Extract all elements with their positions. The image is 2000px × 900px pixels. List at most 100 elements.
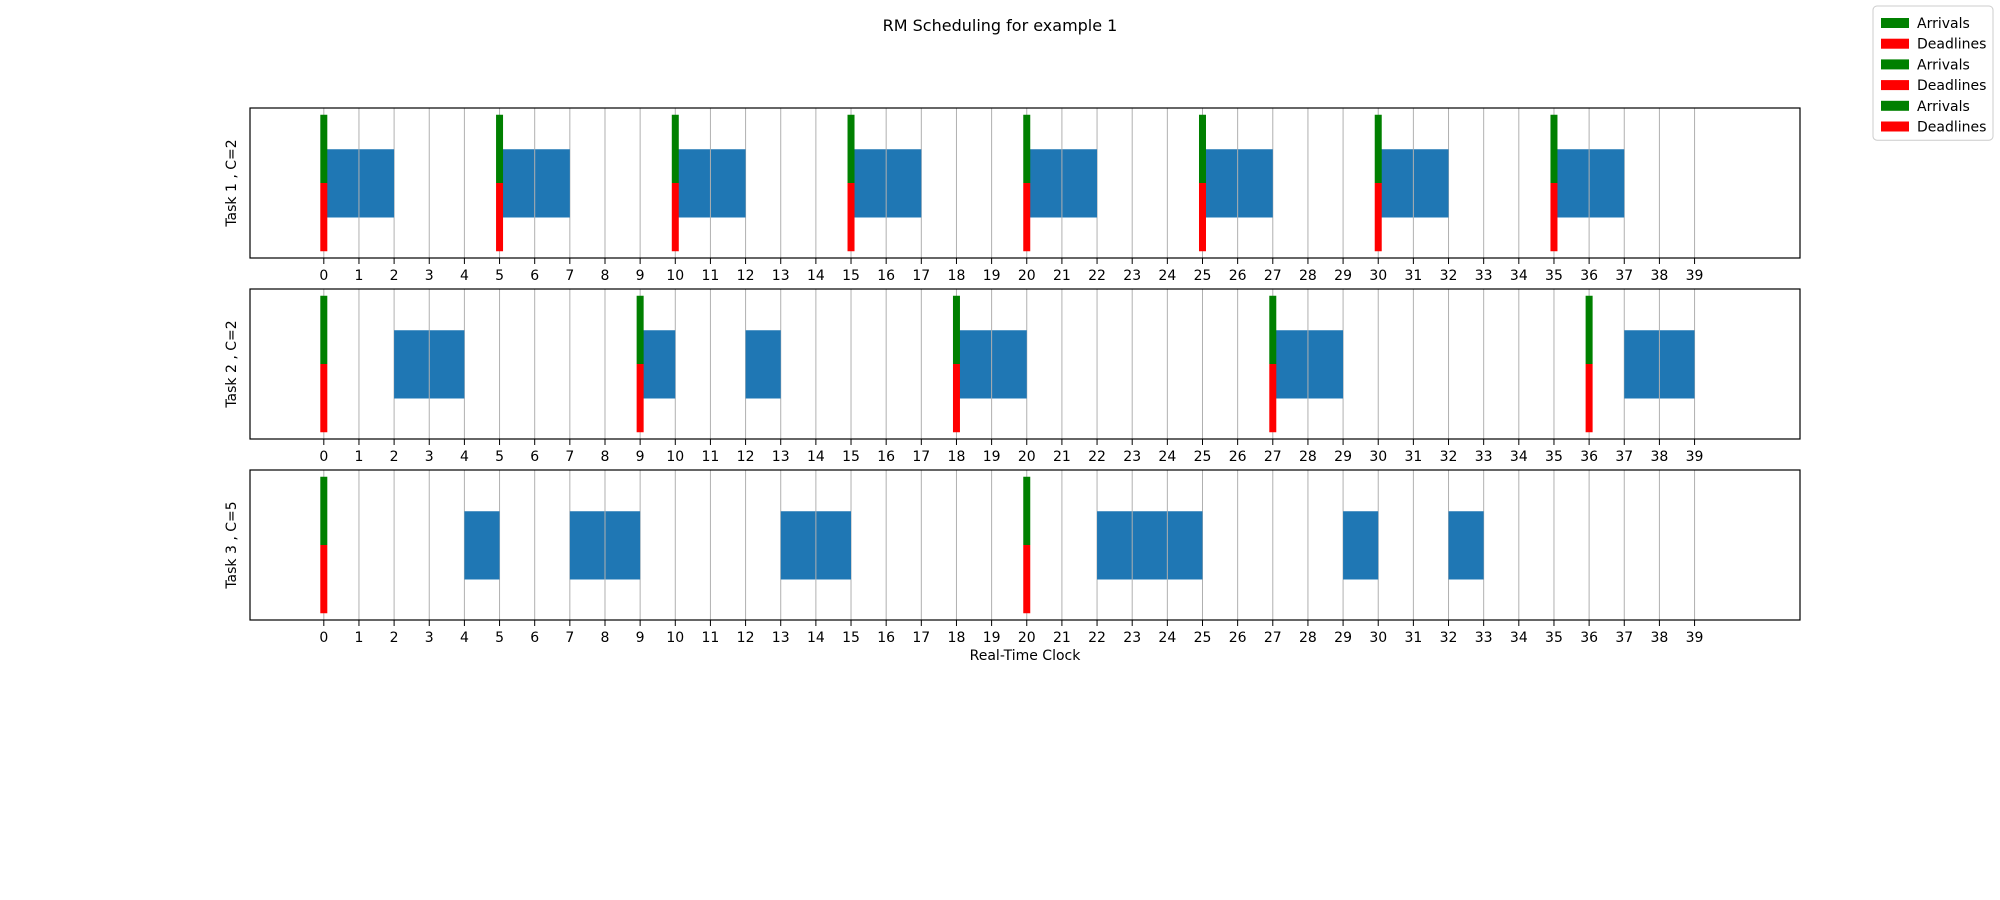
deadline-marker	[636, 364, 644, 433]
task-panels: 0 1 2 3 4 5 6 7 8 9 10 11 12 13 14 15 16 17 18 19 20 21 22 23 24…	[224, 107, 1801, 646]
x-tick-label: 37	[1615, 449, 1633, 465]
execution-bar	[745, 330, 781, 399]
x-tick-label: 35	[1545, 449, 1563, 465]
axes-frame	[249, 107, 1801, 259]
x-tick-label: 33	[1475, 268, 1493, 284]
x-tick-label: 14	[807, 630, 825, 646]
arrival-marker	[636, 295, 644, 364]
legend-label: Deadlines	[1917, 78, 1986, 94]
x-axis-label: Real-Time Clock	[970, 648, 1082, 664]
legend-label: Arrivals	[1917, 57, 1970, 73]
arrival-marker	[671, 114, 679, 183]
deadline-marker	[952, 364, 960, 433]
x-tick-label: 6	[530, 268, 539, 284]
x-tick-label: 35	[1545, 268, 1563, 284]
x-tick-label: 8	[601, 268, 610, 284]
x-tick-label: 36	[1580, 630, 1598, 646]
deadline-marker	[1023, 545, 1031, 614]
x-tick-label: 26	[1229, 449, 1247, 465]
x-tick-label: 29	[1334, 449, 1352, 465]
x-tick-label: 2	[390, 630, 399, 646]
x-tick-label: 27	[1264, 268, 1282, 284]
x-tick-label: 12	[737, 630, 755, 646]
arrival-marker	[496, 114, 504, 183]
x-tick-label: 32	[1440, 268, 1458, 284]
arrival-marker	[1269, 295, 1277, 364]
x-tick-label: 15	[842, 449, 860, 465]
x-tick-label: 20	[1018, 630, 1036, 646]
x-tick-label: 31	[1404, 268, 1422, 284]
x-tick-label: 2	[390, 268, 399, 284]
legend-swatch	[1881, 121, 1909, 132]
x-tick-label: 22	[1088, 449, 1106, 465]
x-tick-label: 4	[460, 630, 469, 646]
task-panel-2: 0 1 2 3 4 5 6 7 8 9 10 11 12 13 14 15 16 17 18 19 20 21 22 23 24…	[224, 288, 1801, 465]
x-tick-label: 0	[319, 630, 328, 646]
x-tick-label: 21	[1053, 268, 1071, 284]
x-tick-label: 14	[807, 268, 825, 284]
x-tick-label: 25	[1194, 630, 1212, 646]
x-tick-label: 38	[1650, 268, 1668, 284]
execution-bar	[1448, 511, 1484, 580]
deadline-marker	[1585, 364, 1593, 433]
x-tick-label: 28	[1299, 630, 1317, 646]
x-tick-label: 39	[1686, 449, 1704, 465]
y-axis-label: Task 1 , C=2	[224, 139, 240, 227]
deadline-marker	[320, 364, 328, 433]
x-tick-label: 23	[1123, 449, 1141, 465]
deadline-marker	[320, 183, 328, 252]
x-tick-label: 30	[1369, 268, 1387, 284]
x-tick-label: 17	[912, 449, 930, 465]
x-tick-label: 31	[1404, 630, 1422, 646]
x-tick-label: 11	[702, 268, 720, 284]
x-tick-label: 21	[1053, 630, 1071, 646]
x-tick-label: 35	[1545, 630, 1563, 646]
x-tick-label: 30	[1369, 630, 1387, 646]
x-tick-label: 27	[1264, 449, 1282, 465]
x-tick-label: 3	[425, 268, 434, 284]
task-panel-1: 0 1 2 3 4 5 6 7 8 9 10 11 12 13 14 15 16 17 18 19 20 21 22 23 24…	[224, 107, 1801, 284]
x-tick-label: 9	[636, 449, 645, 465]
x-tick-label: 4	[460, 449, 469, 465]
deadline-marker	[671, 183, 679, 252]
execution-bar	[1097, 511, 1203, 580]
x-tick-label: 24	[1158, 449, 1176, 465]
x-tick-label: 10	[666, 630, 684, 646]
x-tick-label: 2	[390, 449, 399, 465]
x-tick-label: 15	[842, 268, 860, 284]
x-tick-label: 13	[772, 630, 790, 646]
deadline-marker	[1269, 364, 1277, 433]
x-tick-label: 38	[1650, 449, 1668, 465]
x-tick-label: 18	[948, 630, 966, 646]
x-tick-label: 32	[1440, 449, 1458, 465]
x-tick-label: 6	[530, 449, 539, 465]
deadline-marker	[496, 183, 504, 252]
x-tick-label: 7	[565, 449, 574, 465]
x-tick-label: 36	[1580, 449, 1598, 465]
legend-swatch	[1881, 18, 1909, 28]
x-tick-label: 32	[1440, 630, 1458, 646]
execution-bar	[464, 511, 500, 580]
x-tick-label: 5	[495, 630, 504, 646]
legend-swatch	[1881, 38, 1909, 49]
execution-bar	[640, 330, 676, 399]
x-tick-label: 17	[912, 630, 930, 646]
x-tick-label: 22	[1088, 630, 1106, 646]
x-tick-label: 28	[1299, 268, 1317, 284]
x-tick-label: 18	[948, 449, 966, 465]
deadline-marker	[1550, 183, 1558, 252]
x-tick-label: 37	[1615, 630, 1633, 646]
x-tick-label: 11	[702, 449, 720, 465]
x-tick-label: 29	[1334, 630, 1352, 646]
x-tick-label: 28	[1299, 449, 1317, 465]
x-tick-label: 10	[666, 268, 684, 284]
x-tick-label: 34	[1510, 630, 1528, 646]
arrival-marker	[1585, 295, 1593, 364]
x-tick-label: 11	[702, 630, 720, 646]
x-tick-label: 14	[807, 449, 825, 465]
y-axis-label: Task 3 , C=5	[224, 501, 240, 589]
x-tick-label: 23	[1123, 268, 1141, 284]
x-tick-label: 30	[1369, 449, 1387, 465]
x-tick-label: 19	[983, 449, 1001, 465]
